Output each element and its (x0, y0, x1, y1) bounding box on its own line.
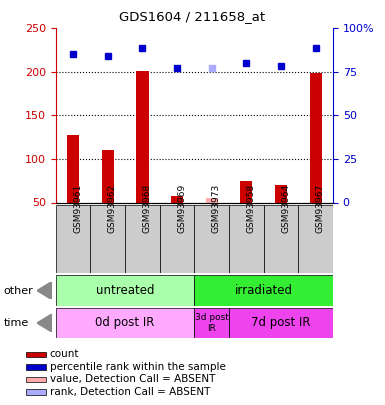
Bar (27, 352, 46, 357)
Bar (206, 198, 218, 202)
Text: untreated: untreated (96, 284, 154, 297)
Text: other: other (4, 286, 33, 296)
Text: 3d post
IR: 3d post IR (195, 313, 229, 333)
Text: irradiated: irradiated (235, 284, 293, 297)
Bar (310, 73, 322, 202)
Bar (240, 181, 253, 202)
Text: 0d post IR: 0d post IR (95, 316, 155, 330)
Text: GDS1604 / 211658_at: GDS1604 / 211658_at (119, 10, 266, 23)
Bar (56, 308, 194, 338)
Text: count: count (50, 350, 79, 360)
Bar (171, 196, 183, 202)
Text: time: time (4, 318, 29, 328)
Bar (90, 205, 125, 273)
Bar (160, 205, 194, 273)
Bar (27, 364, 46, 370)
Text: percentile rank within the sample: percentile rank within the sample (50, 362, 226, 372)
Bar (27, 389, 46, 395)
Text: value, Detection Call = ABSENT: value, Detection Call = ABSENT (50, 374, 215, 384)
Bar (264, 205, 298, 273)
Text: GSM93968: GSM93968 (142, 183, 151, 232)
Text: rank, Detection Call = ABSENT: rank, Detection Call = ABSENT (50, 387, 210, 397)
Bar (56, 275, 194, 306)
Bar (275, 185, 287, 202)
Text: GSM93969: GSM93969 (177, 183, 186, 232)
Bar (194, 308, 229, 338)
Polygon shape (37, 282, 52, 300)
Bar (229, 308, 333, 338)
Text: GSM93962: GSM93962 (108, 183, 117, 232)
Bar (136, 71, 149, 202)
Text: 7d post IR: 7d post IR (251, 316, 311, 330)
Text: GSM93967: GSM93967 (316, 183, 325, 232)
Text: GSM93961: GSM93961 (73, 183, 82, 232)
Text: GSM93958: GSM93958 (246, 183, 255, 232)
Bar (194, 205, 229, 273)
Bar (67, 134, 79, 202)
Bar (56, 205, 90, 273)
Bar (229, 205, 264, 273)
Bar (125, 205, 160, 273)
Bar (298, 205, 333, 273)
Bar (194, 275, 333, 306)
Text: GSM93964: GSM93964 (281, 183, 290, 232)
Bar (102, 150, 114, 202)
Bar (27, 377, 46, 382)
Polygon shape (37, 314, 52, 332)
Text: GSM93973: GSM93973 (212, 183, 221, 232)
